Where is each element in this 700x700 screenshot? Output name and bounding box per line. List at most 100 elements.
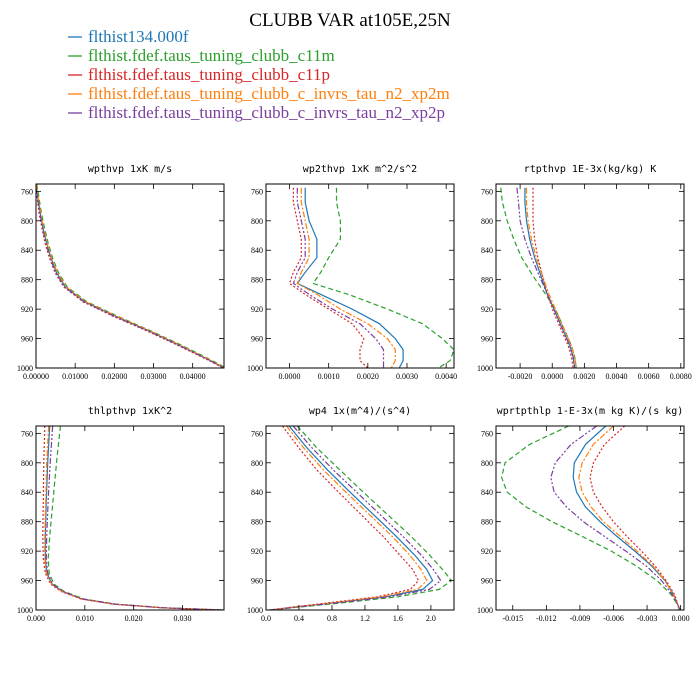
series-line (572, 426, 681, 610)
x-tick-label: 0.010 (76, 614, 94, 623)
series-line (500, 187, 577, 368)
x-tick-label: -0.009 (570, 614, 591, 623)
x-tick-label: 0.000 (27, 614, 45, 623)
y-tick-label: 800 (251, 459, 263, 468)
y-tick-label: 760 (251, 187, 263, 196)
x-tick-label: 0.0020 (357, 372, 379, 381)
chart-panel: wpthvp 1xK m/s 760 800 840 880 920 960 10000.00… (17, 164, 225, 381)
series-line (270, 426, 428, 610)
series-line (45, 426, 223, 610)
chart-panel: rtpthvp 1E-3x(kg/kg) K 760 800 840 880 920 960… (477, 164, 692, 381)
series-line (36, 184, 224, 368)
y-tick-label: 880 (481, 518, 493, 527)
panel-title: wprtpthlp 1-E-3x(m kg K)/(s kg) (497, 406, 684, 417)
series-line (524, 187, 576, 368)
series-line (296, 187, 396, 368)
y-tick-label: 800 (481, 217, 493, 226)
y-tick-label: 1000 (17, 606, 33, 615)
plot-frame (265, 183, 455, 369)
panel-title: rtpthvp 1E-3x(kg/kg) K (524, 164, 656, 175)
x-tick-label: 0.0010 (318, 372, 340, 381)
x-tick-label: 1.2 (360, 614, 370, 623)
series-line (270, 426, 434, 610)
x-tick-label: 1.6 (393, 614, 403, 623)
series-line (36, 184, 224, 368)
x-tick-label: 0.00000 (23, 372, 49, 381)
x-tick-label: 0.01000 (62, 372, 88, 381)
x-tick-label: 0.0060 (638, 372, 660, 381)
panel-title: wp2thvp 1xK m^2/s^2 (303, 164, 417, 175)
y-tick-label: 1000 (477, 364, 493, 373)
plot-frame (495, 183, 685, 369)
x-tick-label: 0.020 (125, 614, 143, 623)
series-line (312, 187, 454, 368)
x-tick-label: 0.4 (294, 614, 304, 623)
y-tick-label: 1000 (477, 606, 493, 615)
x-tick-label: 0.04000 (180, 372, 206, 381)
x-tick-label: 0.0030 (396, 372, 418, 381)
y-tick-label: 800 (251, 217, 263, 226)
y-tick-label: 920 (21, 305, 33, 314)
y-tick-label: 920 (481, 305, 493, 314)
series-line (296, 187, 404, 368)
y-tick-label: 840 (481, 488, 493, 497)
y-tick-label: 800 (481, 459, 493, 468)
series-group (500, 187, 577, 368)
series-line (516, 187, 576, 368)
plot-frame (35, 183, 225, 369)
x-tick-label: -0.003 (637, 614, 658, 623)
series-line (525, 187, 577, 368)
series-line (292, 187, 385, 368)
panel-title: wp4 1x(m^4)/(s^4) (309, 406, 411, 417)
series-group (288, 187, 454, 368)
series-line (550, 426, 681, 610)
x-tick-label: -0.0020 (508, 372, 533, 381)
series-line (269, 426, 420, 610)
y-tick-label: 800 (21, 217, 33, 226)
y-tick-label: 920 (481, 547, 493, 556)
series-line (44, 426, 222, 610)
y-tick-label: 960 (21, 335, 33, 344)
series-line (578, 426, 681, 610)
series-line (42, 426, 220, 610)
y-tick-label: 880 (481, 276, 493, 285)
plot-frame (35, 425, 225, 611)
series-line (44, 426, 221, 610)
series-line (47, 426, 224, 610)
y-tick-label: 840 (21, 246, 33, 255)
legend-entry: flthist134.000f (88, 27, 189, 46)
series-line (36, 184, 224, 368)
legend-entry: flthist.fdef.taus_tuning_clubb_c_invrs_t… (88, 103, 445, 122)
series-group (36, 184, 224, 368)
y-tick-label: 920 (251, 305, 263, 314)
x-tick-label: 0.0000 (279, 372, 301, 381)
y-tick-label: 760 (21, 429, 33, 438)
x-tick-label: -0.012 (536, 614, 557, 623)
chart-panel: wp2thvp 1xK m^2/s^2 760 800 840 880 920 960 100… (247, 164, 457, 381)
x-tick-label: 0.000 (672, 614, 690, 623)
y-tick-label: 1000 (17, 364, 33, 373)
legend-entry: flthist.fdef.taus_tuning_clubb_c11p (88, 65, 330, 84)
series-line (36, 185, 224, 368)
figure-title: CLUBB VAR at105E,25N (249, 10, 451, 31)
chart-panel: thlpthvp 1xK^2 760 800 840 880 920 960 10000.00… (17, 406, 225, 623)
y-tick-label: 840 (251, 488, 263, 497)
y-tick-label: 760 (481, 429, 493, 438)
y-tick-label: 840 (481, 246, 493, 255)
x-tick-label: 0.02000 (101, 372, 127, 381)
series-group (269, 426, 453, 610)
y-tick-label: 960 (251, 577, 263, 586)
series-line (270, 426, 442, 610)
x-tick-label: 0.0080 (670, 372, 692, 381)
y-tick-label: 960 (481, 577, 493, 586)
y-tick-label: 880 (251, 518, 263, 527)
panel-title: thlpthvp 1xK^2 (88, 406, 172, 417)
x-tick-label: 0.030 (173, 614, 191, 623)
series-line (288, 187, 369, 368)
x-tick-label: 0.0 (261, 614, 271, 623)
chart-panel: wp4 1x(m^4)/(s^4)76080084088092096010000… (247, 406, 455, 623)
x-tick-label: 0.8 (327, 614, 337, 623)
y-tick-label: 880 (251, 276, 263, 285)
x-tick-label: -0.015 (502, 614, 523, 623)
